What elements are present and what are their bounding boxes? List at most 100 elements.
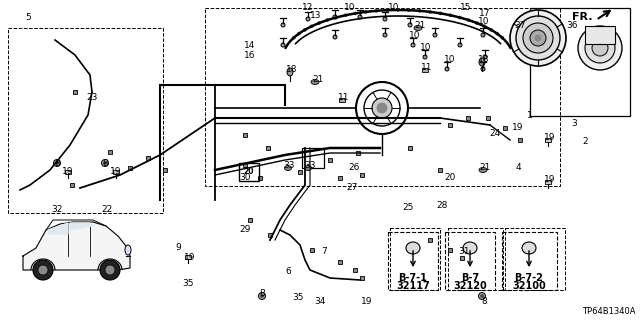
Bar (8, 28, 163, 213)
Bar (466, 116, 470, 120)
Circle shape (408, 23, 412, 27)
Circle shape (383, 33, 387, 37)
Text: 27: 27 (346, 183, 358, 193)
Text: 19: 19 (544, 133, 556, 142)
Bar (163, 168, 167, 172)
Ellipse shape (463, 242, 477, 254)
Bar (360, 276, 364, 280)
Ellipse shape (414, 26, 422, 30)
Ellipse shape (305, 165, 312, 171)
Polygon shape (48, 223, 68, 234)
Ellipse shape (479, 58, 485, 66)
Text: 32100: 32100 (512, 281, 546, 291)
Bar (390, 228, 440, 290)
Bar (239, 163, 259, 181)
Text: 11: 11 (421, 63, 433, 73)
Circle shape (481, 33, 485, 37)
Bar (486, 116, 490, 120)
Bar (438, 168, 442, 172)
Text: 24: 24 (490, 129, 500, 138)
Circle shape (333, 35, 337, 39)
Circle shape (33, 260, 53, 280)
Bar (460, 256, 464, 260)
Bar (505, 228, 565, 290)
Circle shape (481, 294, 483, 298)
Circle shape (429, 11, 432, 13)
Text: 19: 19 (110, 167, 122, 177)
Text: 8: 8 (481, 298, 487, 307)
Text: B-7: B-7 (461, 273, 479, 283)
Circle shape (510, 10, 566, 66)
Circle shape (500, 36, 504, 39)
Bar (503, 126, 507, 130)
Text: 12: 12 (302, 4, 314, 12)
Bar (502, 232, 557, 290)
Text: 14: 14 (244, 41, 256, 50)
Circle shape (38, 265, 48, 275)
Text: 16: 16 (244, 51, 256, 60)
Bar (545, 138, 551, 142)
Circle shape (578, 26, 622, 70)
Text: 10: 10 (478, 18, 490, 27)
Text: 5: 5 (25, 13, 31, 22)
Bar (338, 260, 342, 264)
Circle shape (458, 16, 461, 19)
Text: 4: 4 (515, 164, 521, 172)
Circle shape (423, 55, 427, 59)
Bar (310, 248, 314, 252)
Circle shape (358, 15, 362, 19)
Bar (328, 158, 332, 162)
Text: 32117: 32117 (396, 281, 430, 291)
Circle shape (411, 43, 415, 47)
Circle shape (306, 17, 310, 21)
Ellipse shape (406, 242, 420, 254)
Circle shape (479, 292, 486, 300)
Circle shape (458, 43, 462, 47)
Circle shape (481, 67, 485, 71)
Circle shape (433, 33, 437, 37)
Bar (266, 146, 270, 150)
Text: 33: 33 (304, 161, 316, 170)
Text: 30: 30 (239, 173, 251, 182)
Text: 7: 7 (321, 247, 327, 257)
Circle shape (104, 162, 106, 164)
Ellipse shape (479, 167, 487, 172)
Ellipse shape (125, 245, 131, 255)
Text: 9: 9 (175, 244, 181, 252)
Circle shape (407, 9, 410, 12)
Text: 32120: 32120 (453, 281, 487, 291)
Circle shape (439, 12, 442, 15)
Text: B-7-2: B-7-2 (515, 273, 543, 283)
Circle shape (333, 15, 337, 19)
Bar (468, 246, 472, 250)
Circle shape (585, 33, 615, 63)
Text: TP64B1340A: TP64B1340A (582, 307, 636, 316)
Circle shape (298, 32, 300, 35)
Circle shape (259, 292, 266, 300)
Bar (298, 170, 302, 174)
Bar (388, 232, 438, 290)
Text: 28: 28 (436, 201, 448, 210)
Text: 3: 3 (571, 118, 577, 127)
Text: 10: 10 (409, 31, 420, 41)
Circle shape (364, 11, 367, 13)
Text: 18: 18 (286, 66, 298, 75)
Ellipse shape (522, 242, 536, 254)
Circle shape (326, 19, 329, 22)
Text: 29: 29 (239, 226, 251, 235)
Text: 19: 19 (184, 253, 196, 262)
Circle shape (445, 67, 449, 71)
Bar (128, 166, 132, 170)
Circle shape (523, 23, 553, 53)
Text: 31: 31 (458, 247, 470, 257)
Bar (448, 248, 452, 252)
Bar (585, 26, 615, 44)
Circle shape (467, 19, 470, 22)
Polygon shape (70, 223, 93, 230)
Text: 13: 13 (310, 12, 322, 20)
Bar (448, 123, 452, 127)
Bar (356, 151, 360, 155)
Text: B-7-1: B-7-1 (399, 273, 428, 283)
Bar (338, 176, 342, 180)
Bar (243, 163, 247, 167)
